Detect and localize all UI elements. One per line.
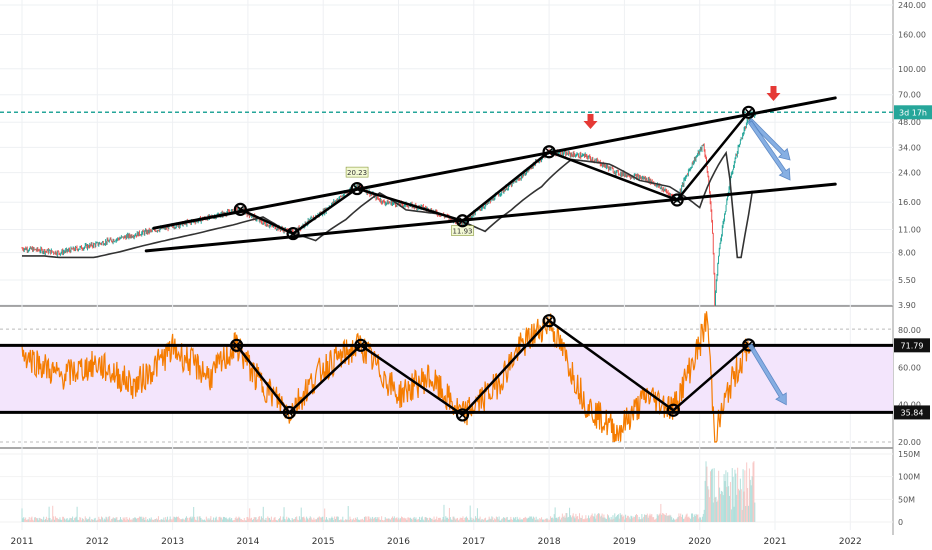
x-tick-label: 2015 — [312, 537, 335, 547]
price-pivot-marker-x — [289, 230, 297, 238]
moving-average-line — [22, 150, 754, 259]
price-pivot-marker — [742, 105, 756, 119]
rsi-level-label: 35.84 — [901, 408, 924, 417]
overlay-drawings — [0, 86, 893, 422]
price-pivot-marker — [455, 214, 470, 228]
price-tick-label: 160.00 — [898, 31, 926, 40]
blue-projection-arrow — [747, 120, 791, 181]
rsi-pivot-marker-x — [745, 341, 753, 349]
rsi-pivot-marker — [282, 405, 296, 420]
price-tick-label: 48.00 — [898, 118, 921, 127]
price-pivot-marker-x — [353, 185, 361, 193]
rsi-pivot-marker-x — [545, 317, 553, 325]
lower-trendline — [144, 182, 837, 253]
volume-tick-label: 50M — [898, 495, 915, 504]
rsi-panel — [0, 311, 893, 443]
volume-panel — [21, 461, 756, 522]
x-tick-label: 2011 — [11, 537, 34, 547]
countdown-badge — [894, 105, 932, 120]
x-tick-label: 2018 — [538, 537, 561, 547]
rsi-level-badge — [894, 338, 930, 353]
volume-tick-label: 0 — [898, 518, 903, 527]
price-tick-label: 34.00 — [898, 143, 921, 152]
x-tick-label: 2014 — [236, 537, 259, 547]
price-pivot-marker — [670, 193, 684, 207]
price-tick-label: 8.00 — [898, 249, 916, 258]
x-tick-label: 2021 — [764, 537, 787, 547]
blue-projection-arrow — [748, 118, 791, 161]
price-tick-label: 240.00 — [898, 1, 926, 10]
price-tick-label: 11.00 — [898, 225, 921, 234]
price-pivot-marker — [542, 145, 556, 159]
rsi-tick-label: 20.00 — [898, 438, 921, 447]
rsi-pivot-marker — [666, 403, 680, 417]
axes: 2011 2012 2013 2014 2015 2016 2017 2018 2019 2020… — [11, 1, 932, 547]
rsi-pivot-marker-x — [669, 406, 677, 414]
rsi-pivot-marker — [354, 338, 368, 352]
rsi-tick-label: 80.00 — [898, 326, 921, 335]
countdown-label: 3d 17h — [899, 108, 927, 117]
price-pivot-marker-x — [236, 205, 244, 213]
rsi-pivot-marker-x — [233, 341, 241, 349]
x-tick-label: 2019 — [613, 537, 636, 547]
price-annotation-label: 20.23 — [347, 169, 367, 177]
x-tick-label: 2016 — [387, 537, 410, 547]
x-tick-label: 2022 — [839, 537, 862, 547]
rsi-pivot-marker-x — [357, 341, 365, 349]
volume-tick-label: 100M — [898, 473, 920, 482]
rsi-pivot-marker — [230, 338, 244, 352]
price-tick-label: 70.00 — [898, 91, 921, 100]
price-annotation-box — [345, 166, 369, 178]
price-tick-label: 3.90 — [898, 301, 916, 310]
rsi-pivot-marker — [542, 314, 556, 328]
price-annotation-label: 11.93 — [452, 228, 472, 236]
rsi-tick-label: 60.00 — [898, 363, 921, 372]
grid — [0, 0, 894, 535]
x-tick-label: 2012 — [86, 537, 109, 547]
rsi-pivot-marker — [455, 408, 470, 422]
rsi-line — [21, 311, 752, 443]
rsi-tick-label: 40.00 — [898, 401, 921, 410]
blue-projection-arrow — [747, 343, 787, 406]
price-pivot-marker — [286, 226, 300, 241]
rsi-level-label: 71.79 — [901, 341, 924, 350]
price-tick-label: 24.00 — [898, 169, 921, 178]
price-tick-label: 5.50 — [898, 276, 916, 285]
red-down-arrow — [583, 114, 598, 129]
price-tick-label: 100.00 — [898, 65, 926, 74]
rsi-pivot-marker-x — [458, 411, 467, 419]
price-pivot-marker-x — [673, 196, 681, 204]
red-down-arrow — [766, 86, 781, 101]
volume-tick-label: 150M — [898, 450, 920, 459]
price-pivot-marker-x — [745, 108, 753, 116]
price-tick-label: 16.00 — [898, 198, 921, 207]
price-pivot-marker-x — [458, 217, 467, 225]
rsi-pivot-marker-x — [285, 408, 293, 417]
price-pivot-marker-x — [545, 148, 553, 156]
price-panel: 20.23 11.93 — [0, 111, 893, 307]
rsi-level-badge — [894, 405, 930, 420]
price-pivot-marker — [350, 181, 364, 196]
x-tick-label: 2020 — [688, 537, 711, 547]
upper-trendline — [152, 96, 837, 230]
x-tick-label: 2017 — [462, 537, 485, 547]
rsi-pivot-marker — [742, 338, 756, 352]
x-tick-label: 2013 — [161, 537, 184, 547]
price-pivot-marker — [233, 202, 247, 216]
